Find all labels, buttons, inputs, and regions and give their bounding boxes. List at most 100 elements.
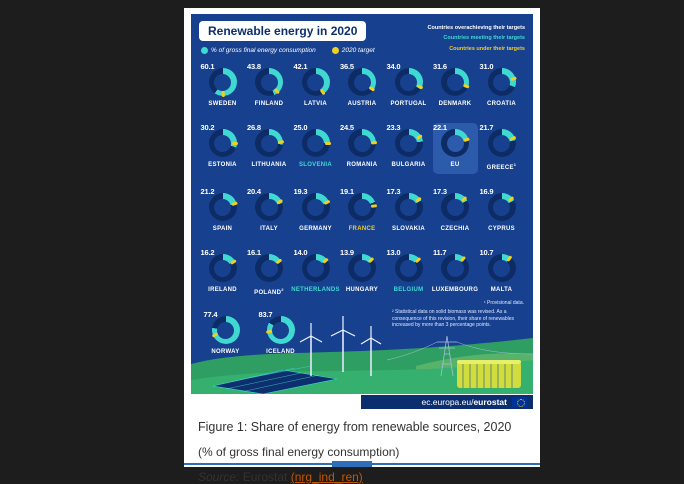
figure-caption: Figure 1: Share of energy from renewable… (184, 409, 540, 484)
infographic-title: Renewable energy in 2020 (199, 21, 367, 41)
country-gauge-germany: 19.3 GERMANY (293, 187, 338, 235)
gauge-value: 20.4 (247, 187, 261, 196)
power-pylon-icon (386, 335, 533, 377)
donut-gauge: 23.3 (387, 123, 423, 157)
target-marker-icon (302, 129, 330, 157)
target-marker-icon (346, 191, 377, 222)
donut-gauge: 60.1 (201, 62, 237, 96)
country-gauge-france: 19.1 FRANCE (340, 187, 385, 235)
country-label: AUSTRIA (347, 101, 377, 107)
gauge-value: 19.3 (293, 187, 308, 196)
country-label: CYPRUS (488, 226, 515, 232)
country-gauge-malta: 10.7 MALTA (479, 248, 524, 299)
country-label: GERMANY (299, 226, 332, 232)
document-page: Renewable energy in 2020 % of gross fina… (184, 8, 540, 484)
gauge-value: 11.7 (433, 248, 447, 257)
donut-gauge: 30.2 (201, 123, 237, 157)
country-gauge-netherlands: 14.0 NETHERLANDS (291, 248, 339, 299)
donut-gauge: 16.2 (201, 248, 237, 282)
country-gauge-slovenia: 25.0 SLOVENIA (293, 123, 338, 174)
gauge-value: 31.6 (433, 62, 447, 71)
solar-panel-icon (212, 365, 338, 394)
country-gauge-romania: 24.5 ROMANIA (340, 123, 385, 174)
screenshot-root: { "window": { "background": "#1d1d1d", "… (0, 0, 684, 467)
country-label: CZECHIA (440, 226, 470, 232)
building-icon (457, 360, 521, 388)
measure-legend: % of gross final energy consumption 2020… (201, 47, 375, 54)
eu-flag-icon (512, 397, 527, 407)
source-dataset-link[interactable]: (nrg_ind_ren) (290, 470, 363, 484)
turbine-blades-icon (299, 316, 382, 345)
country-gauge-sweden: 60.1 SWEDEN (200, 62, 245, 110)
donut-gauge: 77.4 (204, 310, 240, 344)
source-label: Source: (198, 470, 240, 484)
donut-gauge: 31.6 (433, 62, 469, 96)
eurostat-footer-bar: ec.europa.eu/eurostat (361, 395, 533, 409)
country-gauge-czechia: 17.3 CZECHIA (433, 187, 478, 235)
country-gauge-croatia: 31.0 CROATIA (479, 62, 524, 110)
footnotes: ¹ Provisional data. ² Statistical data o… (392, 300, 524, 331)
gauge-value: 16.1 (247, 248, 261, 257)
gauge-row: 60.1 SWEDEN 43.8 FINLAND 42.1 LATVIA 36.5 AUSTR… (191, 62, 533, 110)
donut-gauge: 26.8 (247, 123, 284, 158)
donut-gauge: 43.8 (247, 62, 283, 96)
legend-consumption-label: % of gross final energy consumption (211, 47, 316, 54)
gauge-value: 60.1 (200, 62, 215, 71)
eurostat-url: ec.europa.eu/eurostat (421, 397, 507, 407)
figure-title: Figure 1: Share of energy from renewable… (198, 420, 512, 434)
donut-gauge: 11.7 (433, 248, 469, 282)
gauge-value: 16.9 (479, 187, 494, 196)
country-label: FINLAND (254, 101, 284, 107)
gauge-grid: 60.1 SWEDEN 43.8 FINLAND 42.1 LATVIA 36.5 AUSTR… (191, 62, 533, 312)
gauge-value: 42.1 (293, 62, 308, 71)
figure-subtitle: (% of gross final energy consumption) (198, 445, 400, 459)
source-line: Source: Eurostat (nrg_ind_ren) (198, 470, 526, 484)
gauge-value: 83.7 (258, 310, 273, 319)
gauge-value: 13.9 (340, 248, 354, 257)
country-gauge-denmark: 31.6 DENMARK (433, 62, 478, 110)
country-label: NORWAY (211, 349, 240, 355)
bottom-tab (332, 461, 372, 467)
gauge-row: 30.2 ESTONIA 26.8 LITHUANIA 25.0 SLOVENIA 24.5… (191, 123, 533, 174)
donut-gauge: 19.3 (294, 187, 330, 221)
country-label: LATVIA (303, 101, 328, 107)
country-gauge-iceland: 83.7 ICELAND (258, 310, 303, 358)
country-gauge-cyprus: 16.9 CYPRUS (479, 187, 524, 235)
donut-gauge: 24.5 (340, 123, 376, 157)
teal-dot-icon (201, 47, 208, 54)
country-gauge-portugal: 34.0 PORTUGAL (386, 62, 431, 110)
gauge-value: 22.1 (433, 123, 447, 132)
legend-consumption: % of gross final energy consumption (201, 47, 316, 54)
target-marker-icon (253, 127, 284, 158)
status-meeting: Countries meeting their targets (443, 35, 525, 42)
gauge-value: 16.2 (200, 248, 215, 257)
country-label: ITALY (260, 226, 278, 232)
country-label: DENMARK (438, 101, 472, 107)
country-label: SWEDEN (208, 101, 237, 107)
donut-gauge: 22.1 (433, 123, 469, 157)
status-legend: Countries overachieving their targets Co… (428, 23, 526, 54)
gauge-value: 26.8 (247, 123, 261, 132)
country-label: MALTA (490, 287, 513, 293)
donut-gauge: 31.0 (480, 62, 516, 96)
gauge-value: 25.0 (293, 123, 308, 132)
country-label: ICELAND (266, 349, 295, 355)
gauge-value: 23.3 (386, 123, 401, 132)
country-label: HUNGARY (345, 287, 379, 293)
gauge-value: 77.4 (203, 310, 218, 319)
donut-gauge: 16.1 (247, 248, 283, 282)
gauge-value: 31.0 (479, 62, 494, 71)
donut-gauge: 34.0 (387, 62, 423, 96)
yellow-dot-icon (331, 47, 339, 54)
status-under: Countries under their targets (449, 45, 525, 52)
country-gauge-slovakia: 17.3 SLOVAKIA (386, 187, 431, 235)
gauge-row: 21.2 SPAIN 20.4 ITALY 19.3 GERMANY 19.1 FRANCE 1… (191, 187, 533, 235)
gauge-value: 14.0 (293, 248, 308, 257)
gauge-value: 30.2 (200, 123, 215, 132)
country-gauge-poland: 16.1 POLAND2 (247, 248, 292, 299)
donut-gauge: 19.1 (340, 187, 377, 222)
donut-gauge: 10.7 (480, 248, 516, 282)
country-label: BELGIUM (393, 287, 424, 293)
renewable-energy-infographic: Renewable energy in 2020 % of gross fina… (191, 14, 533, 394)
country-gauge-lithuania: 26.8 LITHUANIA (247, 123, 292, 174)
